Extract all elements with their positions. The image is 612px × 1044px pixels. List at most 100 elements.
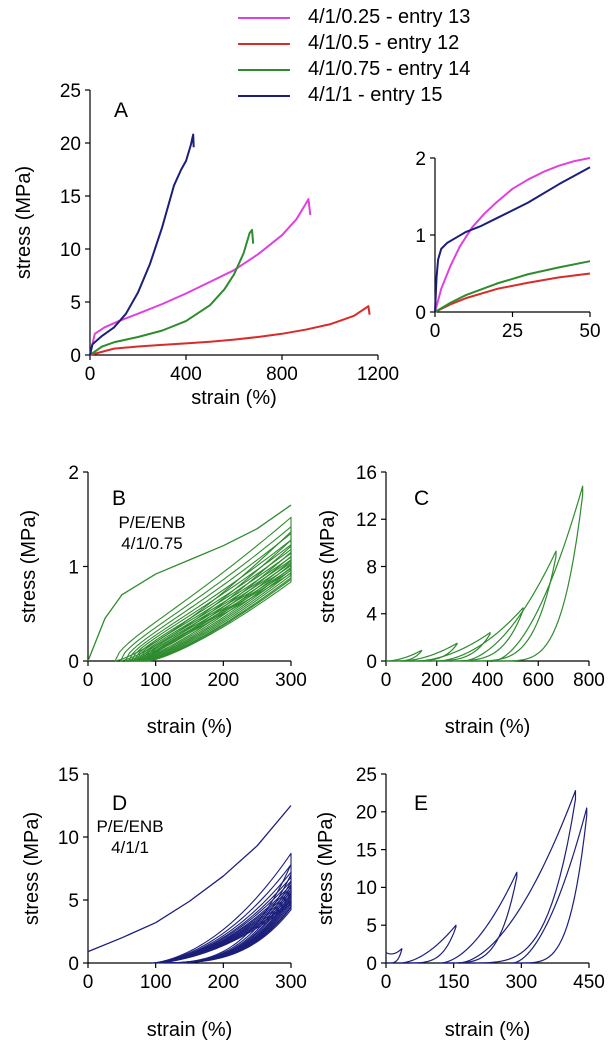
series-line (89, 305, 371, 356)
y-tick-label: 2 (415, 149, 426, 170)
legend-swatch (238, 69, 290, 71)
cycle-curve (436, 607, 524, 662)
panel-label: A (114, 99, 128, 122)
legend-label: 4/1/0.25 - entry 13 (308, 6, 471, 28)
y-tick-label: 12 (356, 510, 377, 531)
cycle-curve (401, 642, 458, 662)
legend-swatch (238, 43, 290, 45)
panel-label: D (112, 792, 127, 815)
y-tick-label: 20 (356, 803, 377, 824)
legend-swatch (238, 95, 290, 97)
x-tick-label: 600 (522, 670, 554, 691)
y-tick-label: 2 (68, 463, 79, 484)
panel-label: C (414, 487, 429, 510)
y-tick-label: 5 (366, 916, 377, 937)
x-tick-label: 200 (207, 670, 239, 691)
y-tick-label: 10 (356, 878, 377, 899)
x-axis-label: strain (%) (147, 1019, 233, 1041)
x-tick-label: 450 (573, 972, 605, 993)
panel-annotation: P/E/ENB (118, 513, 185, 532)
y-tick-label: 5 (68, 891, 79, 912)
cycle-curve (440, 871, 518, 964)
panel-label: B (112, 487, 126, 510)
series-line (434, 272, 591, 313)
legend-swatch (238, 17, 290, 19)
x-tick-label: 0 (381, 670, 392, 691)
series-line (434, 166, 591, 313)
x-tick-label: 200 (421, 670, 453, 691)
x-tick-label: 0 (83, 670, 94, 691)
y-tick-label: 16 (356, 463, 377, 484)
y-tick-label: 0 (415, 303, 426, 324)
panel-annotation: 4/1/1 (111, 838, 149, 857)
legend-label: 4/1/0.75 - entry 14 (308, 58, 471, 80)
cycle-curve (492, 485, 584, 662)
y-tick-label: 15 (356, 840, 377, 861)
x-tick-label: 100 (140, 670, 172, 691)
cycle-curve (399, 924, 457, 964)
cycle-curve (148, 572, 292, 662)
y-tick-label: 10 (60, 240, 81, 261)
y-tick-label: 15 (60, 187, 81, 208)
y-axis-label: stress (MPa) (317, 510, 339, 623)
y-axis-label: stress (MPa) (18, 510, 40, 623)
x-tick-label: 0 (85, 364, 96, 385)
x-tick-label: 400 (472, 670, 504, 691)
loading-curve (87, 504, 292, 662)
cycle-curve (462, 550, 557, 662)
x-axis-label: strain (%) (445, 716, 531, 738)
y-axis-label: stress (MPa) (21, 812, 43, 925)
x-tick-label: 300 (275, 972, 307, 993)
x-tick-label: 100 (140, 972, 172, 993)
x-tick-label: 0 (83, 972, 94, 993)
cycle-curve (385, 649, 423, 662)
series-line (89, 198, 312, 356)
x-tick-label: 300 (505, 972, 537, 993)
x-tick-label: 50 (579, 321, 600, 342)
y-tick-label: 25 (60, 81, 81, 102)
y-tick-label: 1 (68, 557, 79, 578)
y-axis-label: stress (MPa) (315, 812, 337, 925)
cycle-curve (458, 790, 577, 964)
y-tick-label: 5 (70, 293, 81, 314)
y-tick-label: 0 (68, 954, 79, 975)
x-tick-label: 400 (170, 364, 202, 385)
x-tick-label: 1200 (357, 364, 399, 385)
legend-label: 4/1/1 - entry 15 (308, 84, 443, 106)
y-tick-label: 15 (58, 765, 79, 786)
cycle-curve (385, 948, 403, 964)
y-tick-label: 0 (366, 652, 377, 673)
x-axis-label: strain (%) (147, 716, 233, 738)
x-tick-label: 300 (275, 670, 307, 691)
y-axis-label: stress (MPa) (13, 166, 35, 279)
y-tick-label: 0 (68, 652, 79, 673)
x-tick-label: 0 (430, 321, 441, 342)
x-tick-label: 150 (438, 972, 470, 993)
y-tick-label: 8 (366, 557, 377, 578)
y-tick-label: 0 (366, 954, 377, 975)
panel-label: E (414, 792, 428, 815)
legend-label: 4/1/0.5 - entry 12 (308, 32, 460, 54)
y-tick-label: 4 (366, 605, 377, 626)
panel-annotation: 4/1/0.75 (121, 534, 182, 553)
panel-annotation: P/E/ENB (96, 817, 163, 836)
x-axis-label: strain (%) (191, 387, 277, 409)
loading-curve (87, 805, 292, 953)
x-tick-label: 0 (381, 972, 392, 993)
cycle-curve (512, 807, 588, 964)
series-line (434, 157, 591, 313)
x-axis-label: strain (%) (445, 1019, 531, 1041)
cycle-curve (155, 903, 292, 964)
series-line (434, 260, 591, 313)
y-tick-label: 1 (415, 226, 426, 247)
y-tick-label: 25 (356, 765, 377, 786)
x-tick-label: 800 (573, 670, 605, 691)
x-tick-label: 25 (502, 321, 523, 342)
x-tick-label: 200 (207, 972, 239, 993)
y-tick-label: 20 (60, 134, 81, 155)
x-tick-label: 800 (266, 364, 298, 385)
y-tick-label: 10 (58, 828, 79, 849)
y-tick-label: 0 (70, 346, 81, 367)
series-line (89, 228, 255, 356)
